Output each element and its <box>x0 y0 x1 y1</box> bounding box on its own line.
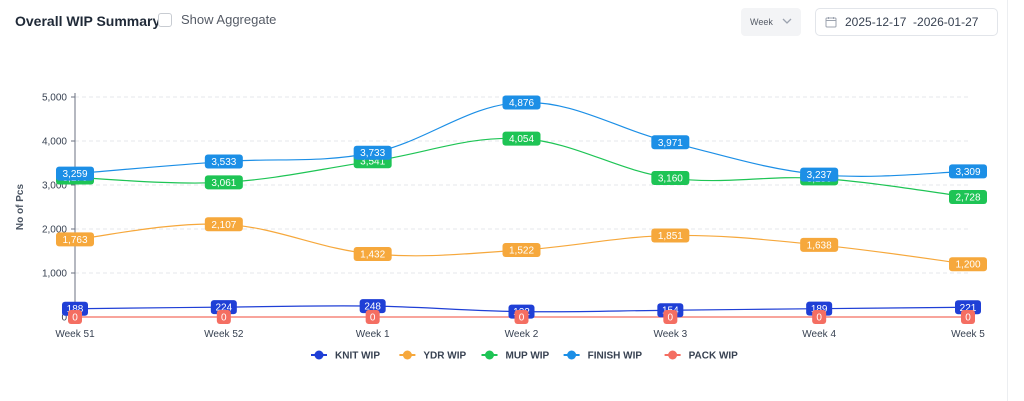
chart-legend[interactable]: KNIT WIP YDR WIP MUP WIP FINISH WIP PACK WIP <box>311 350 739 362</box>
mup-wip-data-label: 3,160 <box>658 173 683 184</box>
pack-wip-data-label: 0 <box>519 313 525 324</box>
wip-line-chart: 0 1,000 2,000 3,000 4,000 5,000 No of Pcs Week … <box>15 93 987 362</box>
pack-wip-legend-marker[interactable] <box>668 350 678 360</box>
ydr-wip-data-label: 2,107 <box>211 220 236 231</box>
date-range-value: 2025-12-17 -2026-01-27 <box>845 15 979 29</box>
knit-wip-data-label-bg <box>955 300 981 315</box>
pack-wip-data-label-bg <box>961 310 975 324</box>
pack-wip-data-label-bg <box>216 310 231 324</box>
mup-wip-data-label-bg <box>502 131 541 146</box>
data-labels: 1882242481221541892211,7632,1071,4321,52… <box>56 95 987 324</box>
x-tick-label: Week 4 <box>802 329 836 340</box>
ydr-wip-data-label-bg <box>800 237 839 252</box>
show-aggregate-checkbox[interactable] <box>158 12 172 27</box>
page-title: Overall WIP Summary <box>15 13 161 29</box>
pack-wip-data-label-bg <box>812 310 827 324</box>
ydr-wip-data-label: 1,522 <box>509 246 534 257</box>
y-tick-label: 3,000 <box>42 181 67 192</box>
mup-wip-legend-marker[interactable] <box>485 350 494 360</box>
finish-wip-data-label-bg <box>353 145 392 160</box>
chart-axes: 0 1,000 2,000 3,000 4,000 5,000 No of Pcs Week … <box>15 93 985 341</box>
ydr-wip-data-label-bg <box>353 246 392 261</box>
finish-wip-data-label-bg <box>56 166 94 181</box>
x-tick-label: Week 1 <box>356 329 390 340</box>
header-bar: Overall WIP Summary Show Aggregate Week … <box>0 0 1024 44</box>
period-select[interactable]: Week <box>741 8 801 36</box>
pack-wip-data-label: 0 <box>221 313 227 324</box>
ydr-wip-data-label-bg <box>204 217 243 232</box>
pack-wip-legend-label[interactable]: PACK WIP <box>689 351 739 362</box>
ydr-wip-data-label-bg <box>56 232 94 247</box>
date-range-picker[interactable]: 2025-12-17 -2026-01-27 <box>815 8 998 36</box>
x-tick-label: Week 3 <box>653 329 687 340</box>
pack-wip-data-label-bg <box>514 310 529 324</box>
mup-wip-data-label-bg <box>204 175 243 190</box>
scrollbar-track[interactable] <box>1007 0 1008 401</box>
mup-wip-legend-label[interactable]: MUP WIP <box>506 351 550 362</box>
ydr-wip-legend-label[interactable]: YDR WIP <box>423 351 466 362</box>
mup-wip-data-label-bg <box>651 170 690 185</box>
ydr-wip-data-label: 1,432 <box>360 249 385 260</box>
mup-wip-data-label-bg <box>949 189 987 204</box>
y-tick-label: 2,000 <box>42 225 67 236</box>
ydr-wip-data-label: 1,638 <box>807 240 832 251</box>
finish-wip-data-label-bg <box>949 164 987 179</box>
finish-wip-data-label: 3,733 <box>360 148 385 159</box>
knit-wip-legend-label[interactable]: KNIT WIP <box>335 351 380 362</box>
mup-wip-data-label: 4,054 <box>509 134 534 145</box>
finish-wip-data-label: 4,876 <box>509 98 534 109</box>
pack-wip-data-label: 0 <box>816 313 822 324</box>
knit-wip-data-label: 188 <box>67 304 84 315</box>
calendar-icon <box>825 17 837 28</box>
knit-wip-data-label-bg <box>359 299 386 314</box>
y-tick-label: 0 <box>61 313 67 324</box>
knit-wip-legend-marker[interactable] <box>314 350 324 360</box>
y-tick-label: 5,000 <box>42 93 67 104</box>
finish-wip-data-label-bg <box>204 154 243 169</box>
pack-wip-data-label: 0 <box>668 313 674 324</box>
period-select-value: Week <box>750 17 773 27</box>
finish-wip-data-label: 3,533 <box>211 157 236 168</box>
knit-wip-data-label: 224 <box>215 303 232 314</box>
finish-wip-legend-marker[interactable] <box>567 350 577 360</box>
ydr-wip-data-label-bg <box>651 228 690 243</box>
mup-wip-data-label: 2,728 <box>955 192 980 203</box>
pack-wip-data-label: 0 <box>370 313 376 324</box>
knit-wip-data-label-bg <box>210 300 237 315</box>
y-axis-title: No of Pcs <box>15 184 26 231</box>
finish-wip-legend-label[interactable]: FINISH WIP <box>588 351 643 362</box>
finish-wip-data-label-bg <box>502 95 541 110</box>
ydr-wip-data-label: 1,851 <box>658 231 683 242</box>
x-tick-label: Week 51 <box>55 329 95 340</box>
pack-wip-data-label: 0 <box>965 313 971 324</box>
pack-wip-data-label-bg <box>663 310 678 324</box>
show-aggregate-toggle[interactable]: Show Aggregate <box>158 12 276 27</box>
pack-wip-data-label: 0 <box>72 313 78 324</box>
pack-wip-data-label-bg <box>365 310 380 324</box>
x-tick-label: Week 52 <box>204 329 244 340</box>
finish-wip-data-label: 3,971 <box>658 138 683 149</box>
finish-wip-data-label: 3,259 <box>62 169 87 180</box>
finish-wip-data-label: 3,309 <box>955 167 980 178</box>
y-tick-label: 1,000 <box>42 269 67 280</box>
ydr-wip-data-label: 1,763 <box>62 235 87 246</box>
knit-wip-data-label: 221 <box>960 303 977 314</box>
finish-wip-data-label: 3,237 <box>807 170 832 181</box>
finish-wip-data-label-bg <box>651 135 690 150</box>
ydr-wip-data-label: 1,200 <box>955 260 980 271</box>
ydr-wip-data-label-bg <box>502 243 541 258</box>
knit-wip-data-label: 248 <box>364 302 381 313</box>
ydr-wip-legend-marker[interactable] <box>402 350 412 360</box>
y-tick-label: 4,000 <box>42 137 67 148</box>
show-aggregate-label[interactable]: Show Aggregate <box>181 12 277 27</box>
ydr-wip-data-label-bg <box>949 257 987 272</box>
knit-wip-data-label: 189 <box>811 304 828 315</box>
pack-wip-data-label-bg <box>68 310 82 324</box>
chevron-down-icon <box>782 18 792 24</box>
mup-wip-data-label: 3,541 <box>360 157 385 168</box>
x-tick-label: Week 2 <box>505 329 539 340</box>
finish-wip-data-label-bg <box>800 167 839 182</box>
x-tick-label: Week 5 <box>951 329 985 340</box>
mup-wip-data-label: 3,061 <box>211 178 236 189</box>
